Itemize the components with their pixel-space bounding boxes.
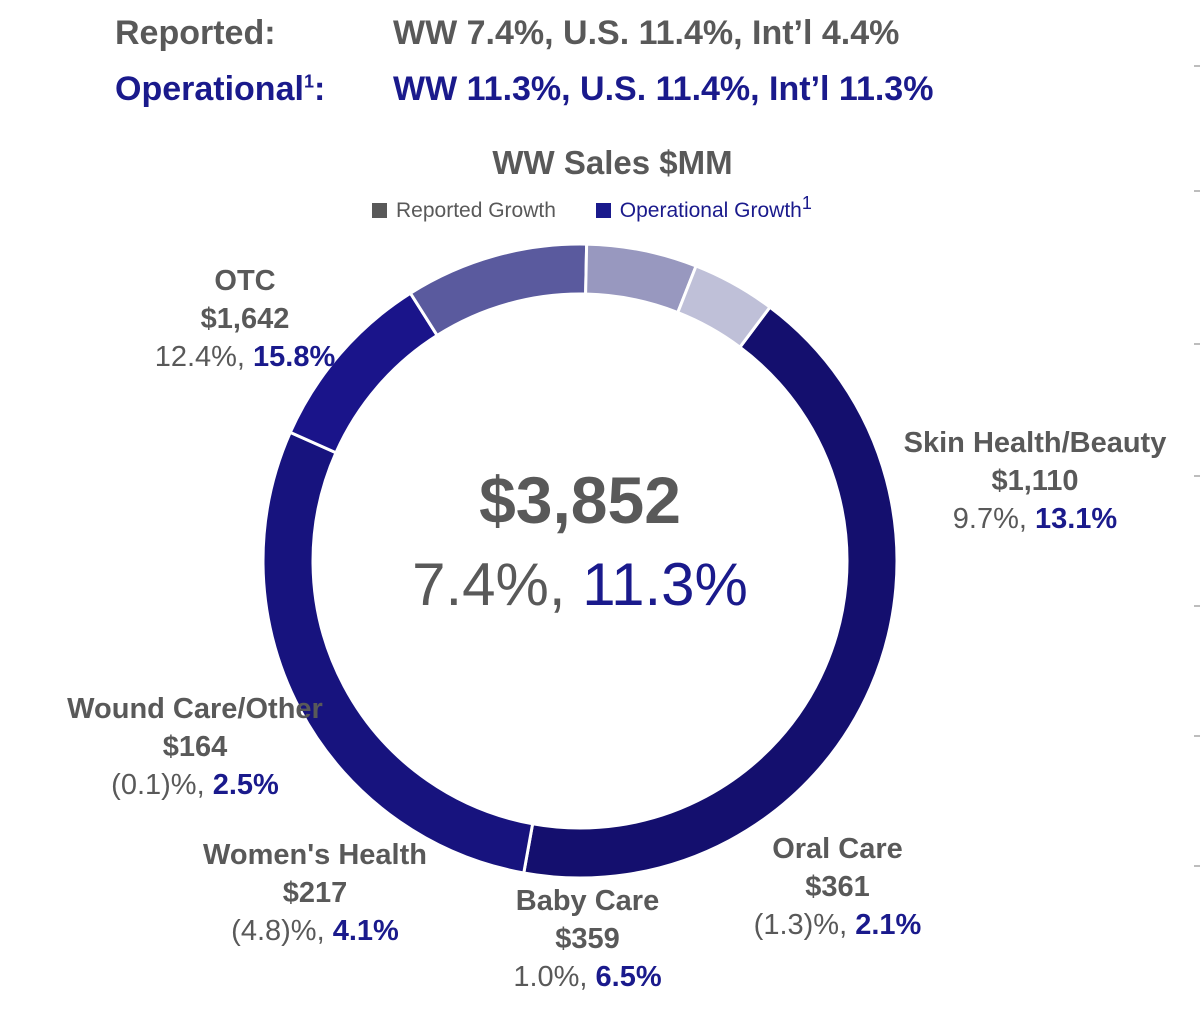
edge-tick: [1194, 475, 1200, 477]
legend-swatch-operational: [595, 203, 611, 218]
reported-value: WW 7.4%, U.S. 11.4%, Int’l 4.4%: [393, 14, 900, 52]
segment-name: Skin Health/Beauty: [903, 427, 1167, 459]
legend-label-operational: Operational Growth: [619, 199, 802, 222]
segment-name: Oral Care: [772, 833, 903, 865]
segment-growth: (4.8)%, 4.1%: [150, 912, 480, 950]
segment-label-otc: OTC $1,642 12.4%, 15.8%: [40, 262, 450, 376]
chart-legend: Reported Growth Operational Growth1: [372, 194, 846, 223]
segment-growth: 1.0%, 6.5%: [435, 958, 740, 996]
edge-tick: [1194, 190, 1200, 192]
segment-reported-growth: 9.7%,: [952, 503, 1035, 535]
segment-operational-growth: 2.1%: [855, 909, 922, 941]
segment-operational-growth: 13.1%: [1034, 503, 1118, 535]
chart-title: WW Sales $MM: [492, 144, 733, 181]
segment-growth: (0.1)%, 2.5%: [20, 766, 370, 804]
segment-operational-growth: 15.8%: [253, 341, 336, 373]
edge-tick: [1194, 605, 1200, 607]
segment-name: Women's Health: [203, 839, 427, 871]
operational-growth-row: Operational1: WW 11.3%, U.S. 11.4%, Int’l…: [115, 70, 933, 109]
edge-tick: [1194, 865, 1200, 867]
edge-tick: [1194, 65, 1200, 67]
segment-label-wound-care-other: Wound Care/Other $164 (0.1)%, 2.5%: [20, 690, 370, 804]
segment-operational-growth: 4.1%: [332, 915, 399, 947]
center-separator: ,: [548, 551, 583, 618]
segment-label-oral-care: Oral Care $361 (1.3)%, 2.1%: [705, 830, 970, 944]
reported-label: Reported:: [115, 14, 276, 52]
legend-item-reported: Reported Growth: [372, 199, 556, 223]
segment-value: $1,642: [200, 303, 290, 335]
segment-name: Wound Care/Other: [67, 693, 323, 725]
segment-growth: (1.3)%, 2.1%: [705, 906, 970, 944]
operational-value: WW 11.3%, U.S. 11.4%, Int’l 11.3%: [393, 70, 934, 108]
segment-value: $164: [162, 731, 228, 763]
legend-item-operational: Operational Growth1: [595, 194, 812, 223]
segment-operational-growth: 6.5%: [595, 961, 662, 993]
segment-growth: 9.7%, 13.1%: [835, 500, 1200, 538]
center-operational-growth: 11.3%: [582, 551, 748, 618]
donut-slice-women-s-health: [584, 242, 699, 315]
center-total-value: $3,852: [479, 463, 681, 537]
segment-label-women-s-health: Women's Health $217 (4.8)%, 4.1%: [150, 836, 480, 950]
segment-value: $359: [555, 923, 620, 955]
legend-label-reported: Reported Growth: [396, 199, 556, 222]
segment-label-skin-health-beauty: Skin Health/Beauty $1,110 9.7%, 13.1%: [835, 424, 1200, 538]
operational-footnote: 1: [303, 71, 314, 92]
center-growth: 7.4%, 11.3%: [340, 550, 820, 619]
reported-growth-row: Reported: WW 7.4%, U.S. 11.4%, Int’l 4.4%: [115, 14, 899, 53]
edge-tick-marks: [1188, 0, 1200, 1011]
segment-name: Baby Care: [515, 885, 660, 917]
operational-colon: :: [313, 70, 326, 108]
segment-reported-growth: 12.4%,: [154, 341, 254, 373]
legend-swatch-reported: [372, 203, 387, 218]
segment-reported-growth: (4.8)%,: [231, 915, 333, 947]
segment-reported-growth: (1.3)%,: [753, 909, 856, 941]
segment-value: $361: [805, 871, 870, 903]
segment-label-baby-care: Baby Care $359 1.0%, 6.5%: [435, 882, 740, 996]
segment-growth: 12.4%, 15.8%: [40, 338, 450, 376]
segment-reported-growth: 1.0%,: [513, 961, 596, 993]
segment-reported-growth: (0.1)%,: [111, 769, 213, 801]
edge-tick: [1194, 343, 1200, 345]
edge-tick: [1194, 735, 1200, 737]
operational-label: Operational: [115, 70, 304, 108]
segment-name: OTC: [214, 265, 276, 297]
segment-value: $1,110: [991, 465, 1079, 497]
segment-operational-growth: 2.5%: [212, 769, 279, 801]
operational-label-group: Operational1:: [115, 70, 393, 109]
legend-footnote-operational: 1: [801, 193, 812, 213]
segment-value: $217: [282, 877, 348, 909]
donut-slice-wound-care-other: [675, 264, 772, 350]
donut-slice-otc: [522, 305, 899, 880]
center-reported-growth: 7.4%: [412, 551, 549, 618]
